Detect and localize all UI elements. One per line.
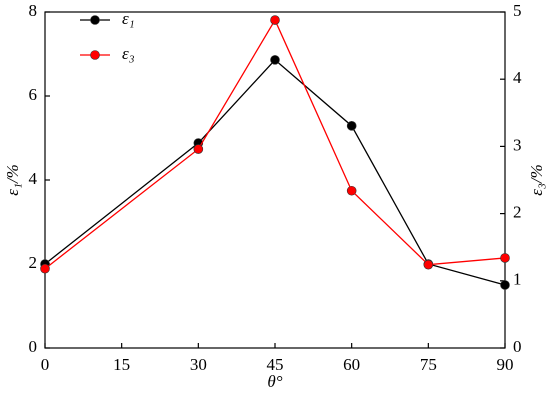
data-point [346, 121, 357, 131]
y2-tick-label: 2 [513, 203, 522, 222]
y-axis-label: ε₁/% [3, 164, 22, 196]
legend-label: ε₁ [122, 9, 135, 28]
data-point [500, 280, 510, 290]
y2-tick-label: 1 [513, 270, 522, 289]
x-tick-label: 60 [343, 355, 360, 374]
y2-tick-label: 3 [513, 135, 522, 154]
data-point [270, 55, 280, 65]
y-tick-label: 0 [29, 337, 38, 356]
x-tick-label: 90 [497, 355, 514, 374]
legend-marker [90, 15, 100, 25]
data-point [346, 185, 357, 196]
y2-axis-label: ε₃/% [527, 164, 546, 196]
x-axis-label: θ° [267, 372, 282, 391]
y-tick-label: 6 [29, 85, 38, 104]
series-line [44, 58, 506, 286]
series-line [44, 18, 506, 270]
legend-label: ε₃ [122, 44, 135, 63]
y-tick-label: 4 [29, 169, 38, 188]
x-tick-label: 45 [267, 355, 284, 374]
x-tick-label: 30 [190, 355, 207, 374]
y2-tick-label: 0 [513, 337, 522, 356]
y-tick-label: 2 [29, 253, 38, 272]
data-point [40, 263, 50, 274]
x-tick-label: 0 [41, 355, 50, 374]
y2-tick-label: 5 [513, 1, 522, 20]
x-tick-label: 75 [420, 355, 437, 374]
y2-tick-label: 4 [513, 68, 522, 87]
data-point [500, 253, 510, 263]
data-point [423, 259, 434, 270]
legend-marker [90, 50, 100, 60]
data-point [270, 15, 280, 25]
x-tick-label: 15 [113, 355, 130, 374]
data-point [193, 144, 204, 154]
y-tick-label: 8 [29, 1, 38, 20]
